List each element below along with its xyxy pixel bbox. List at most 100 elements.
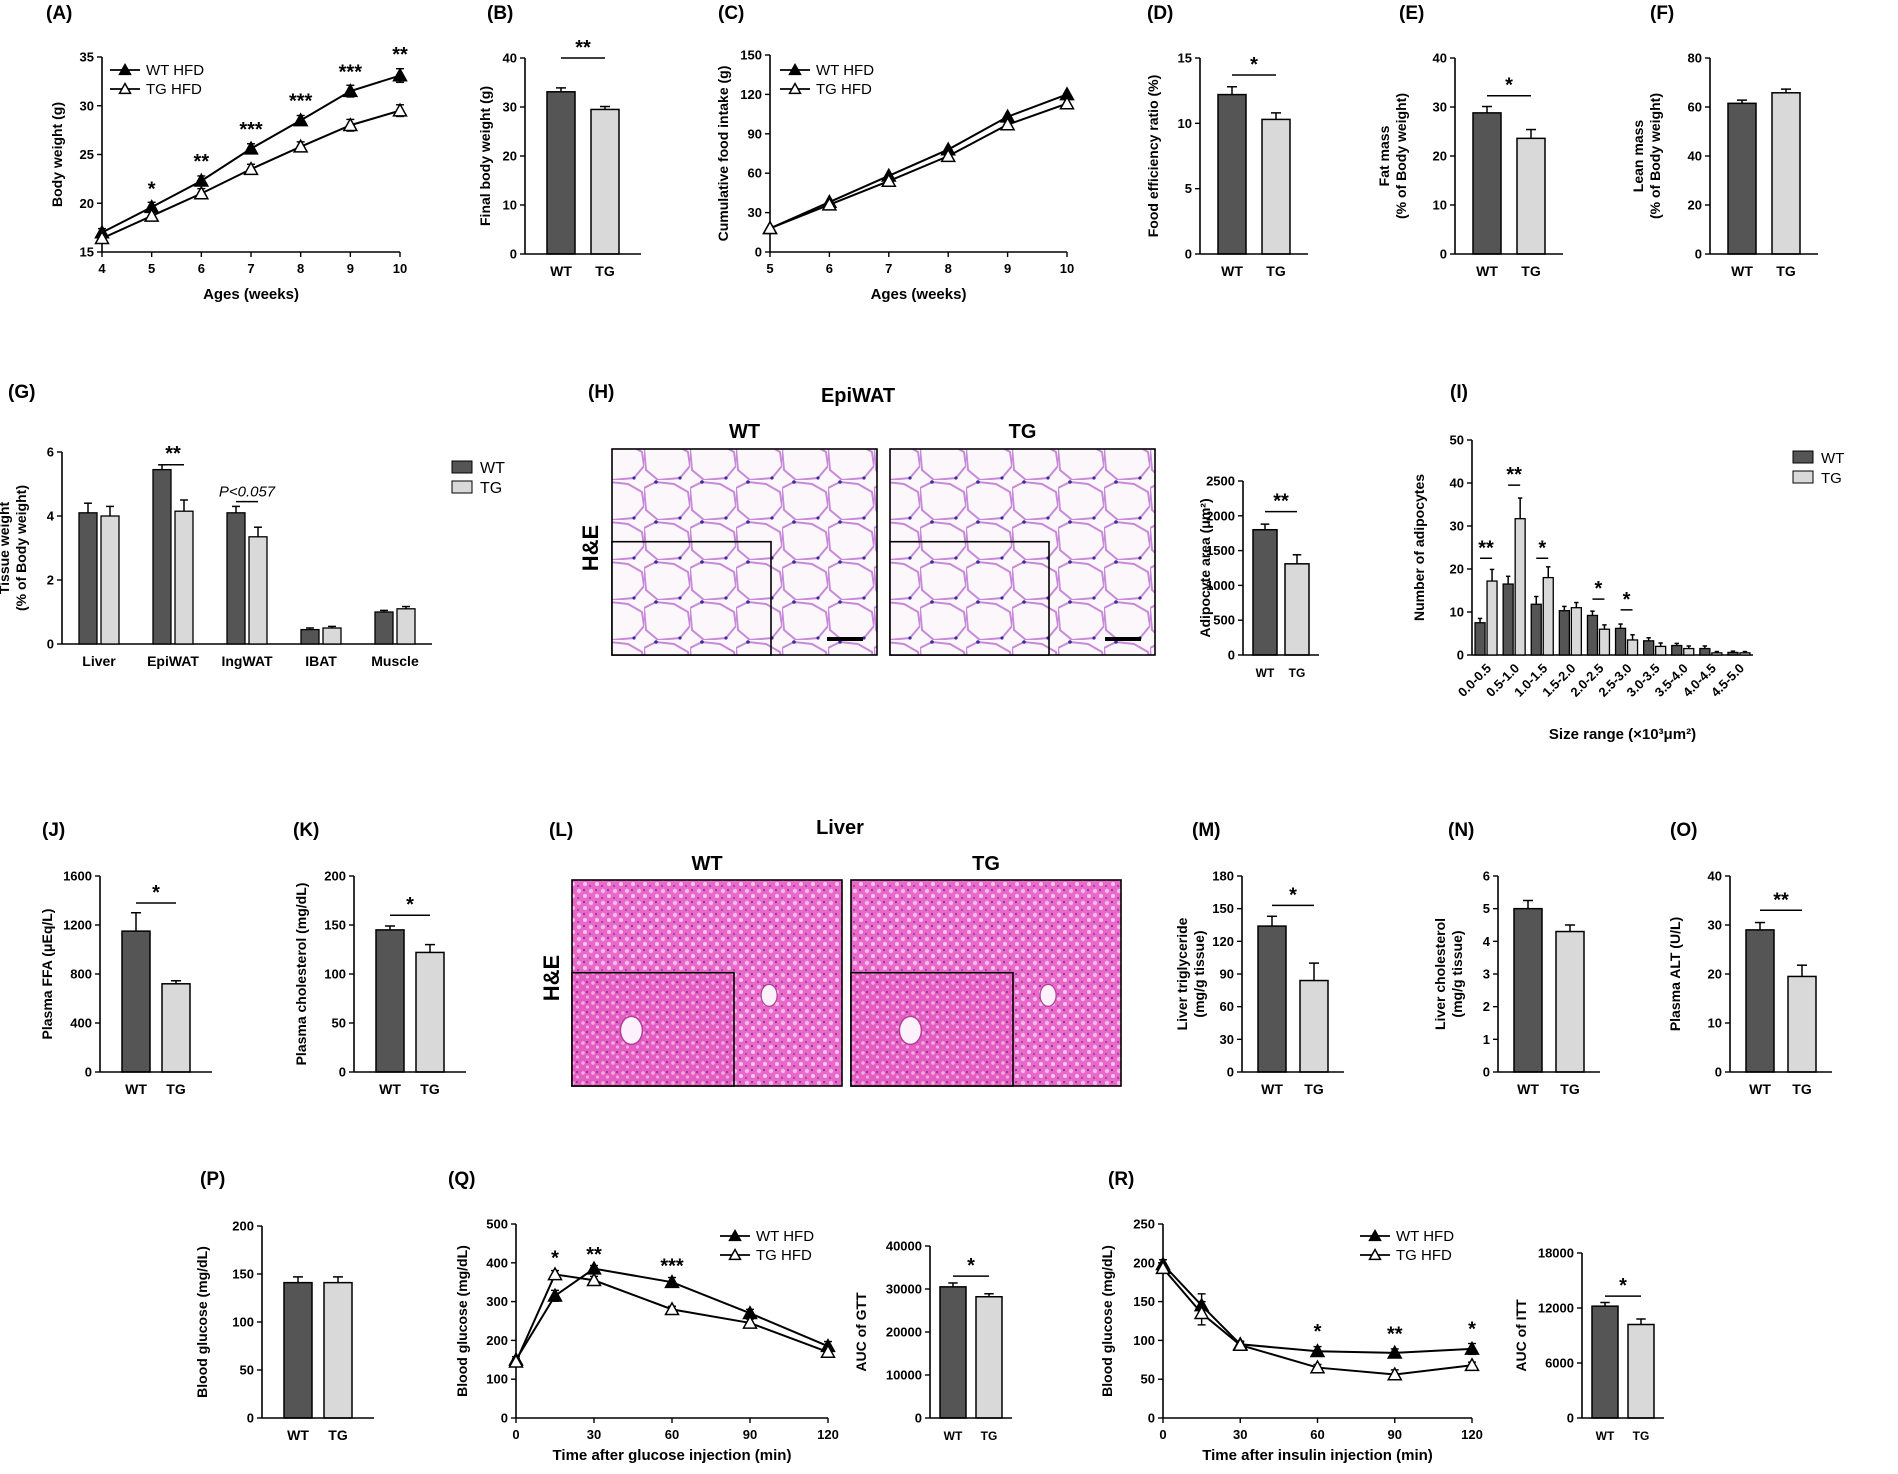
y-tick-label: 300 [486, 1294, 508, 1309]
y-tick-label: 30 [1708, 918, 1722, 933]
panel-label-E: (E) [1399, 3, 1424, 24]
marker-open-triangle [143, 207, 160, 222]
y-tick-label: 0 [1227, 1065, 1234, 1080]
y-tick-label: 20 [503, 149, 517, 164]
chart-E: (E) 0 10 20 30 40 Fat mass (% of Body weight) WT… [1376, 3, 1563, 279]
y-axis-label: Blood glucose (mg/dL) [1099, 1245, 1115, 1397]
bar-tg [1516, 137, 1546, 255]
y-axis-label-2: (mg/g tissue) [1449, 930, 1465, 1017]
legend-swatch-tg [1792, 470, 1814, 484]
significance-marker: * [406, 894, 414, 916]
y-tick-label: 400 [486, 1255, 508, 1270]
legend-label-tg: TG [1821, 470, 1842, 487]
x-tick-label: TG [595, 263, 615, 279]
significance-marker: *** [289, 91, 313, 113]
y-tick-label: 20 [1708, 967, 1722, 982]
y-tick-label: 60 [748, 166, 762, 181]
x-tick-label: 7 [885, 261, 892, 276]
bar-tg [396, 608, 416, 645]
significance-marker: ** [1506, 464, 1522, 486]
y-tick-label: 50 [1450, 433, 1464, 448]
marker-open-triangle [193, 185, 210, 200]
series-line-tg [515, 1273, 829, 1363]
y-tick-label: 0 [1567, 1411, 1574, 1426]
marker-open-triangle [292, 138, 309, 153]
significance-marker: * [1314, 1321, 1322, 1343]
chart-R: (R) 0 50 100 150 200 250 Blood glucose (mg/dL) 0… [1099, 1169, 1483, 1464]
y-axis-label: Blood glucose (mg/dL) [454, 1245, 470, 1397]
bar-tg [161, 983, 191, 1073]
y-tick-label: 30 [1433, 100, 1447, 115]
significance-marker: ** [392, 44, 408, 66]
y-axis-label: Blood glucose (mg/dL) [194, 1246, 210, 1398]
bar-wt [1513, 907, 1543, 1073]
y-tick-label: 20 [80, 196, 94, 211]
marker-open-triangle [1368, 1247, 1382, 1261]
x-tick-label: WT [1596, 1429, 1615, 1443]
x-tick-label: TG [1289, 666, 1306, 680]
marker-open-triangle [821, 196, 838, 211]
vessel-lumen [619, 1015, 644, 1046]
histology-header-tg: TG [972, 853, 1000, 875]
marker-filled-triangle [1386, 1344, 1403, 1359]
vessel-lumen [898, 1015, 923, 1046]
y-tick-label: 20 [1450, 562, 1464, 577]
y-tick-label: 10 [1433, 198, 1447, 213]
y-tick-label: 4 [1483, 934, 1491, 949]
marker-open-triangle [820, 1343, 836, 1358]
bar-tg [1627, 1323, 1655, 1419]
bar-tg [322, 627, 342, 645]
bar-tg [1486, 580, 1498, 656]
y-axis-label: Tissue weight [0, 502, 12, 595]
y-axis-label-2: (% of Body weight) [13, 485, 29, 611]
significance-marker: * [1595, 578, 1603, 600]
y-axis-label-2: (% of Body weight) [1393, 93, 1409, 219]
y-axis-label: AUC of ITT [1513, 1299, 1529, 1372]
legend-label-wt-hfd: WT HFD [816, 62, 874, 79]
marker-open-triangle [586, 1272, 602, 1287]
bar-wt [1671, 644, 1683, 656]
y-tick-label: 500 [486, 1217, 508, 1232]
marker-open-triangle [728, 1247, 742, 1261]
marker-open-triangle [118, 81, 132, 95]
x-tick-label: WT [1221, 263, 1243, 279]
y-tick-label: 90 [748, 126, 762, 141]
bar-tg [100, 515, 120, 645]
y-tick-label: 20 [1433, 149, 1447, 164]
x-tick-label: 10 [1060, 261, 1074, 276]
marker-open-triangle [762, 220, 778, 235]
y-tick-label: 20 [1688, 198, 1702, 213]
chart-J: (J) 0 400 800 1200 1600 Plasma FFA (μEq/L) WT TG… [39, 820, 212, 1097]
histology-L: (L) Liver WT TG H&E [539, 817, 1122, 1087]
y-axis-label-2: (% of Body weight) [1647, 93, 1663, 219]
legend-label-tg-hfd: TG HFD [816, 81, 872, 98]
y-tick-label: 4 [47, 509, 55, 524]
y-tick-label: 0 [1695, 247, 1702, 262]
significance-marker: * [1538, 537, 1546, 559]
micrograph-tg [889, 448, 1156, 656]
panel-label-C: (C) [718, 3, 744, 24]
bar-tg [1683, 647, 1695, 656]
x-tick-label: WT [1476, 263, 1498, 279]
marker-open-triangle [94, 230, 110, 245]
legend-swatch-wt [1792, 450, 1814, 464]
bar-wt [152, 468, 172, 645]
x-tick-label: Muscle [371, 653, 419, 669]
histology-header-tg: TG [1009, 421, 1037, 443]
y-tick-label: 40 [503, 51, 517, 66]
x-tick-label: 60 [1310, 1427, 1324, 1442]
x-tick-label: WT [1261, 1081, 1283, 1097]
bar-wt [1257, 925, 1287, 1073]
marker-open-triangle [1464, 1357, 1480, 1372]
marker-open-triangle [342, 117, 359, 132]
bar-wt [1474, 622, 1486, 656]
panel-label-K: (K) [293, 820, 319, 841]
micrograph-tg [850, 879, 1122, 1087]
x-tick-label: IngWAT [221, 653, 273, 669]
x-tick-label: 0 [512, 1427, 519, 1442]
x-tick-label: WT [1749, 1081, 1771, 1097]
y-tick-label: 200 [1133, 1255, 1155, 1270]
marker-filled-triangle [292, 112, 309, 127]
bar-tg [1787, 975, 1817, 1073]
